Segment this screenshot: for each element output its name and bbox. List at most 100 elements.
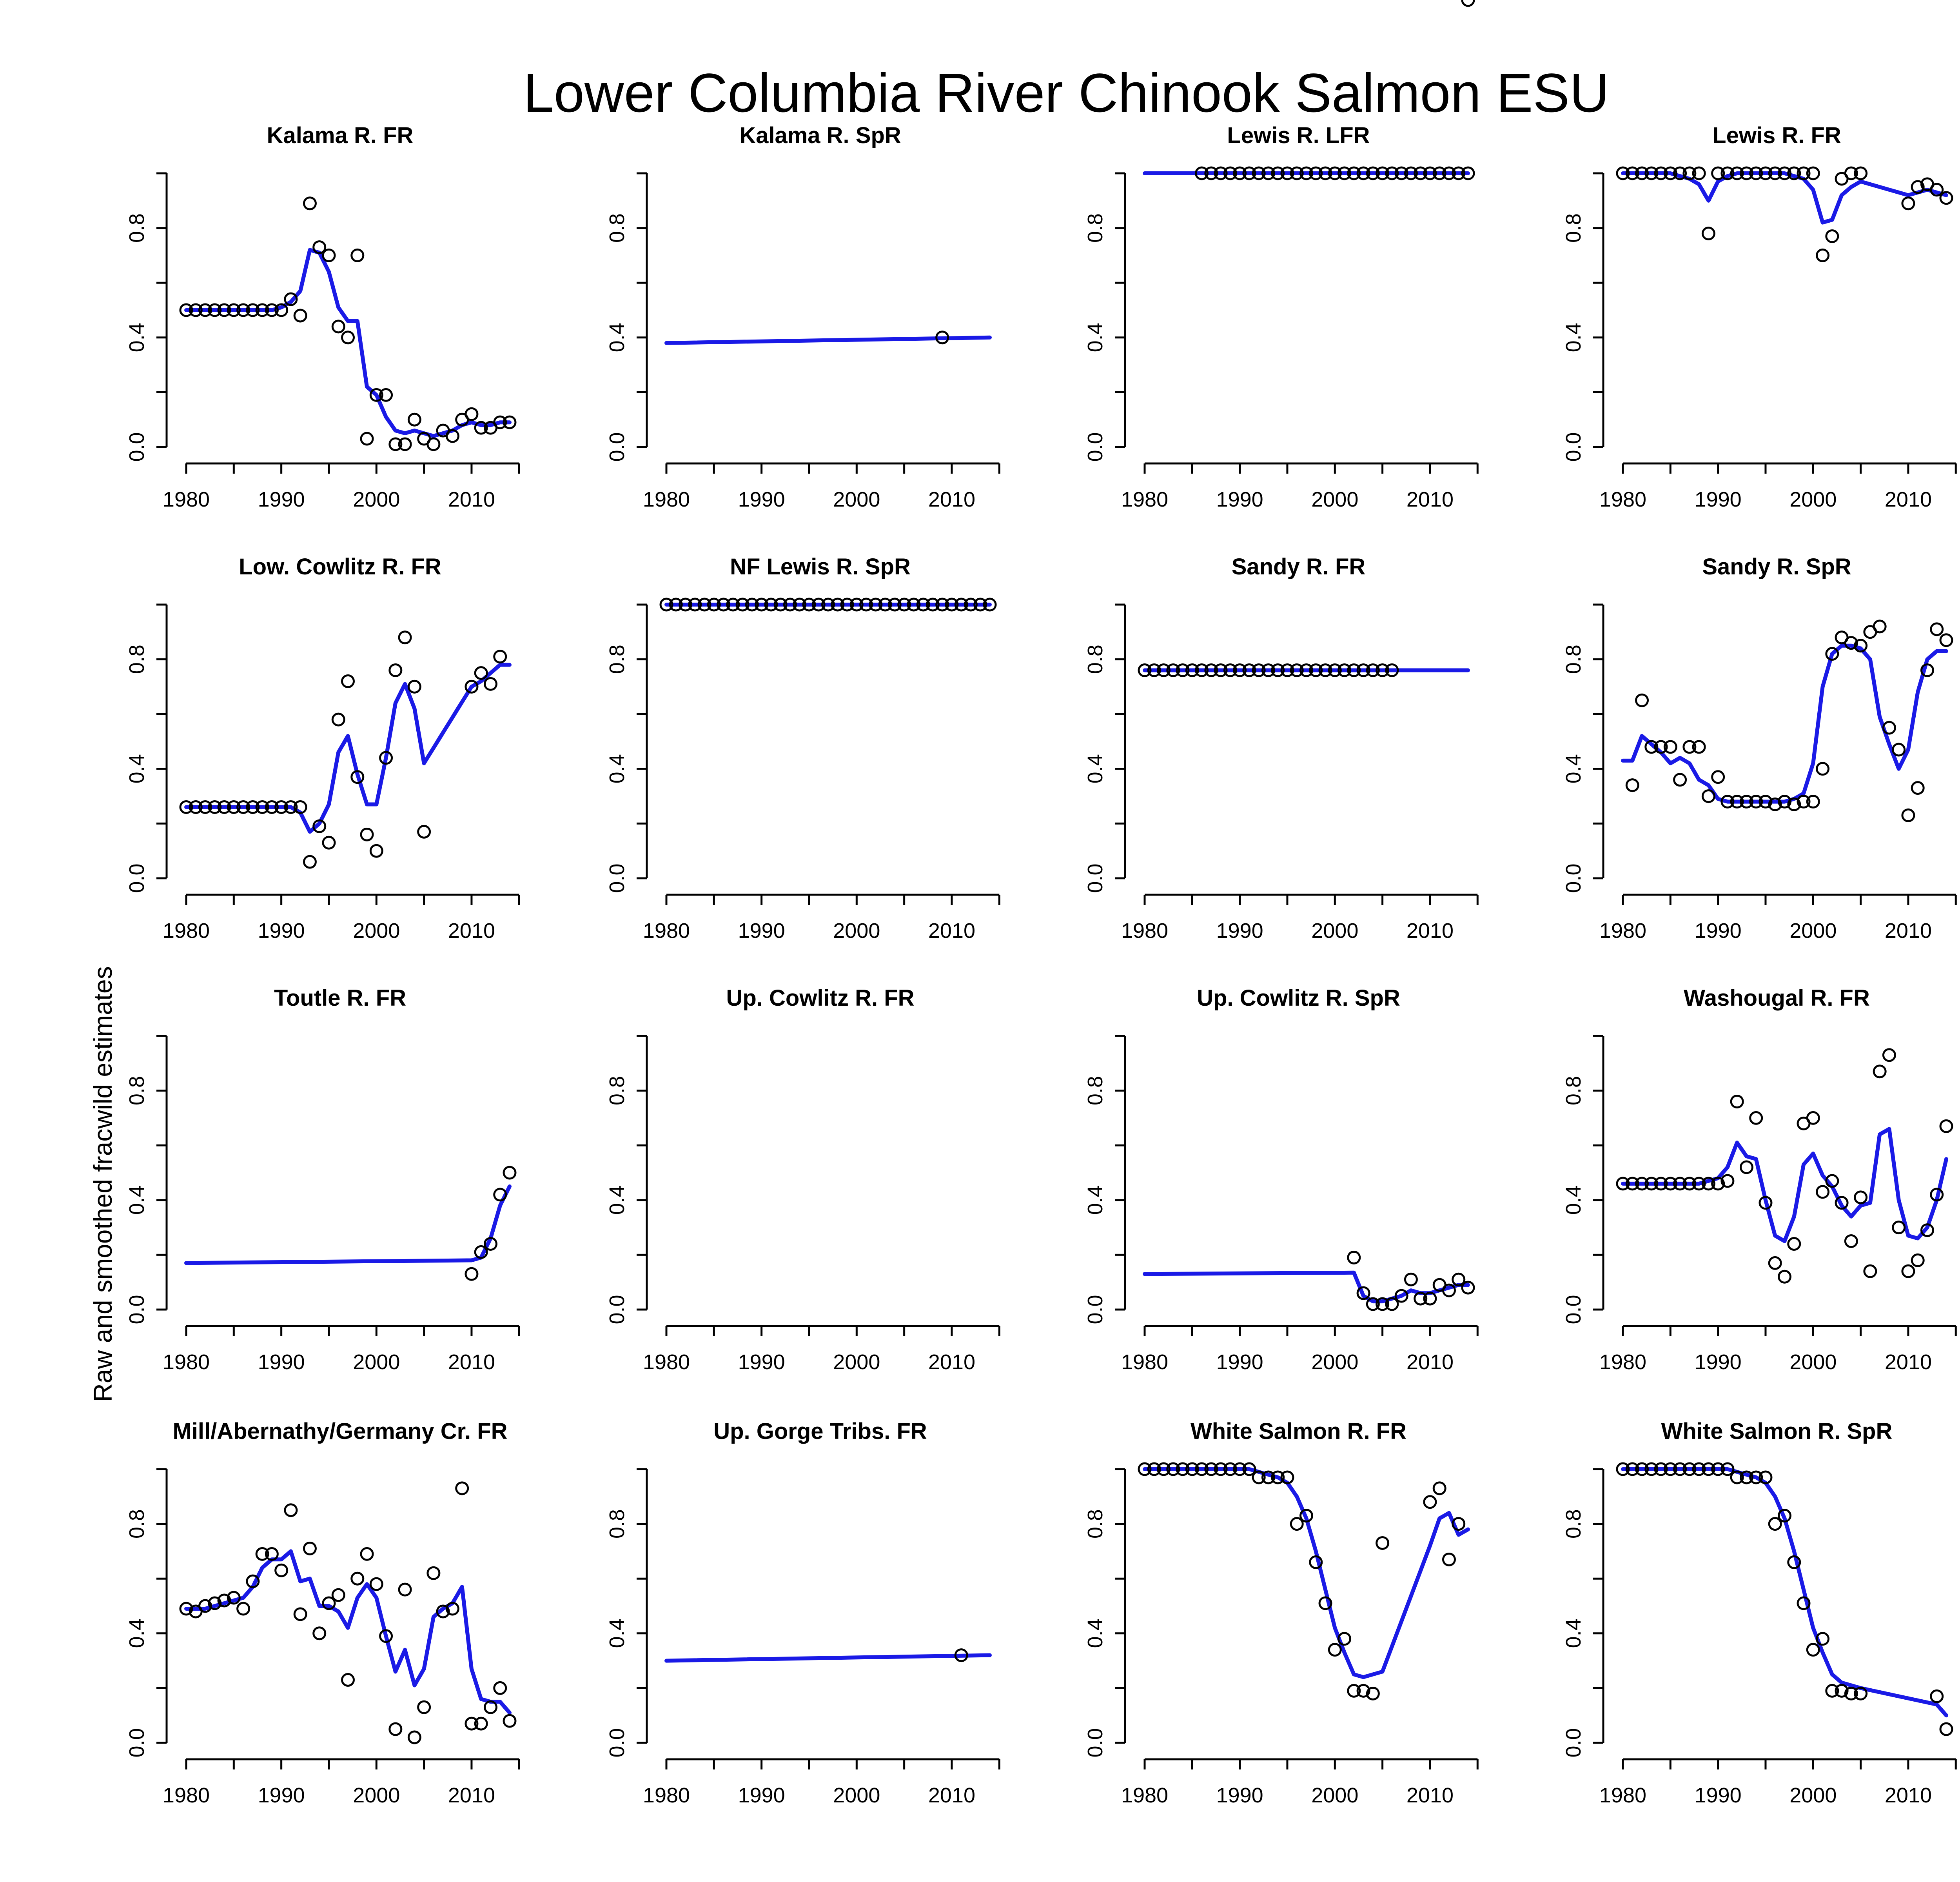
raw-data-point [1778,1270,1791,1284]
raw-data-point [964,598,978,612]
x-tick-label: 2010 [1885,488,1932,511]
raw-data-point [417,825,431,839]
x-tick-label: 2010 [448,919,495,943]
raw-data-point [341,674,355,688]
raw-data-point [179,1602,193,1616]
y-tick-label: 0.8 [1083,1509,1107,1539]
raw-data-point [1242,166,1256,180]
raw-data-point [1385,663,1399,678]
raw-data-point [1414,1292,1428,1306]
raw-data-point [407,1730,421,1744]
x-tick-label: 2010 [448,1350,495,1374]
y-tick-label: 0.0 [125,432,149,461]
y-tick-label: 0.0 [1562,863,1585,893]
raw-data-point [1825,1174,1839,1188]
smoothed-series-line [1621,1127,1948,1243]
smoothed-series-line [1143,1467,1470,1679]
raw-data-point [1223,166,1237,180]
raw-data-point [1749,1470,1763,1484]
raw-data-point [1682,1177,1697,1191]
x-tick-label: 2010 [1406,1784,1454,1807]
raw-data-point [1138,1462,1152,1476]
raw-data-point [1233,1462,1247,1476]
raw-data-point [1854,166,1868,180]
raw-data-point [1252,1470,1266,1484]
raw-data-point [331,712,345,727]
panel-title: Sandy R. FR [1232,554,1366,579]
panel-3: Lewis R. LFR 0.0 0.4 0.8 1980 1990 2000 2010 [1083,123,1479,511]
raw-data-point [1309,1555,1323,1569]
raw-data-point [1892,1221,1906,1235]
raw-data-point [369,388,383,402]
raw-data-point [331,320,345,334]
raw-data-point [1318,166,1332,180]
raw-data-point [1778,1509,1791,1523]
panel-title: White Salmon R. FR [1191,1419,1406,1444]
raw-data-point [1376,1536,1390,1550]
y-tick-label: 0.4 [605,754,629,783]
raw-data-point [1223,663,1237,678]
x-tick-label: 2010 [1885,919,1932,943]
raw-data-point [717,598,731,612]
y-tick-label: 0.8 [1083,213,1107,243]
raw-data-point [179,800,193,814]
y-tick-label: 0.4 [605,1619,629,1648]
raw-data-point [1204,1462,1218,1476]
y-tick-label: 0.4 [125,1185,149,1215]
raw-data-point [1663,1462,1677,1476]
raw-data-point [1739,795,1753,809]
raw-data-point [1616,166,1630,180]
raw-data-point [379,1629,393,1643]
raw-data-point [1147,663,1161,678]
raw-data-point [659,598,673,612]
raw-data-point [189,800,203,814]
raw-data-point [1366,166,1380,180]
raw-data-point [474,1717,488,1731]
x-tick-label: 1990 [738,919,785,943]
raw-data-point [388,437,403,451]
smoothed-series-line [184,1184,512,1265]
raw-data-point [1214,1462,1228,1476]
raw-data-point [859,598,873,612]
raw-data-point [1787,1555,1801,1569]
raw-data-point [465,679,479,694]
y-tick-label: 0.8 [1083,1076,1107,1105]
raw-data-point [1338,663,1352,678]
x-tick-label: 1980 [163,1350,210,1374]
y-tick-label: 0.4 [605,323,629,352]
raw-data-point [1271,166,1285,180]
x-tick-label: 2000 [1789,1784,1837,1807]
raw-data-point [1882,721,1896,735]
y-tick-label: 0.8 [125,1509,149,1539]
x-tick-label: 2000 [353,1350,400,1374]
raw-data-point [1423,1495,1437,1509]
raw-data-point [831,598,845,612]
raw-data-point [1911,781,1925,795]
y-tick-label: 0.4 [1083,1619,1107,1648]
panel-6: NF Lewis R. SpR 0.0 0.4 0.8 1980 1990 2000 2010 [605,554,1000,943]
raw-data-point [465,407,479,421]
raw-data-point [1252,166,1266,180]
raw-data-point [1261,663,1275,678]
raw-data-point [1166,1462,1180,1476]
raw-data-point [1739,1470,1753,1484]
raw-data-point [360,827,374,841]
x-tick-label: 1980 [163,488,210,511]
raw-data-point [1749,795,1763,809]
raw-data-point [1644,1462,1659,1476]
raw-data-point [265,800,279,814]
y-tick-label: 0.8 [605,1509,629,1539]
raw-data-point [1166,663,1180,678]
raw-data-point [1901,1264,1915,1278]
x-tick-label: 1990 [738,1350,785,1374]
raw-data-point [1939,191,1953,205]
y-tick-label: 0.8 [1083,645,1107,674]
raw-data-point [1759,1470,1773,1484]
y-tick-label: 0.4 [1083,323,1107,352]
raw-data-point [1309,166,1323,180]
raw-data-point [1901,808,1915,822]
panel-title: White Salmon R. SpR [1661,1419,1893,1444]
raw-data-point [1692,1462,1706,1476]
panel-15: White Salmon R. FR 0.0 0.4 0.8 1980 1990 2000 2… [1083,0,1479,1807]
raw-data-point [1290,663,1304,678]
